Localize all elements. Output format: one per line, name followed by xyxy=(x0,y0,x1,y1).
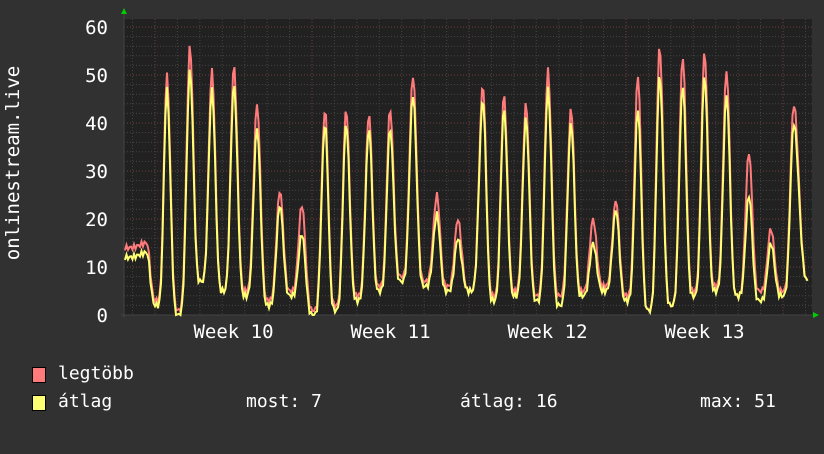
legend-label: legtöbb xyxy=(58,363,134,384)
x-tick-label: Week 13 xyxy=(664,321,744,343)
stat-max: max: 51 xyxy=(700,391,776,412)
y-tick-label: 60 xyxy=(85,17,108,39)
y-tick-label: 50 xyxy=(85,65,108,87)
series-lines xyxy=(124,45,809,317)
y-ticks: 0 10 20 30 40 50 60 xyxy=(85,17,108,327)
legend-item-avg: átlag xyxy=(32,391,112,454)
legend-swatch-avg xyxy=(32,395,46,411)
y-tick-label: 10 xyxy=(85,257,108,279)
x-axis-arrow-icon xyxy=(813,312,819,318)
y-axis-label: onlinestream.live xyxy=(2,66,24,260)
y-tick-label: 40 xyxy=(85,113,108,135)
x-tick-label: Week 11 xyxy=(350,321,430,343)
stat-current: most: 7 xyxy=(246,391,322,412)
y-tick-label: 20 xyxy=(85,209,108,231)
x-ticks: Week 10 Week 11 Week 12 Week 13 xyxy=(193,321,744,343)
y-tick-label: 30 xyxy=(85,161,108,183)
x-tick-label: Week 12 xyxy=(507,321,587,343)
legend-swatch-max xyxy=(32,367,46,383)
x-tick-label: Week 10 xyxy=(193,321,273,343)
legend-label: átlag xyxy=(58,391,113,412)
y-axis-arrow-icon xyxy=(121,8,127,14)
series-line-avg xyxy=(124,69,809,317)
y-tick-label: 0 xyxy=(97,305,108,327)
legend-item-max: legtöbb xyxy=(32,363,134,426)
stat-average: átlag: 16 xyxy=(460,391,558,412)
